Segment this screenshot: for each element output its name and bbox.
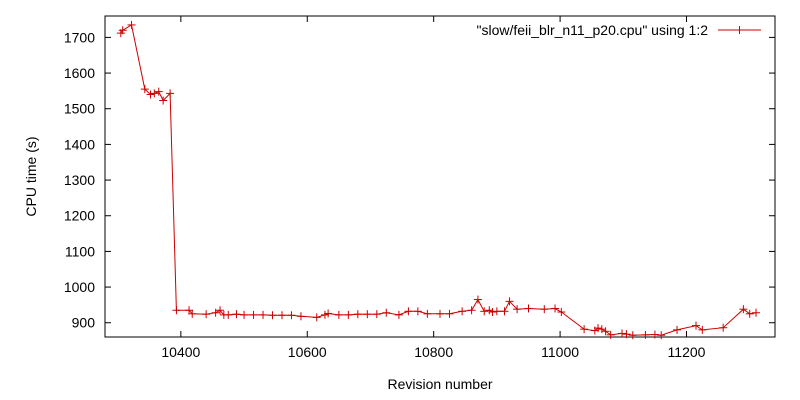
- data-point: [324, 309, 333, 318]
- x-tick-label: 11000: [541, 344, 579, 360]
- y-axis-label: CPU time (s): [23, 136, 39, 216]
- data-point: [413, 307, 422, 316]
- data-point: [166, 89, 175, 98]
- x-axis-label: Revision number: [387, 376, 492, 392]
- y-tick-label: 1200: [64, 208, 95, 224]
- data-point: [492, 307, 501, 316]
- data-point: [488, 308, 497, 317]
- data-point: [249, 310, 258, 319]
- plot-frame: [104, 15, 776, 338]
- legend: "slow/feii_blr_n11_p20.cpu" using 1:2: [477, 22, 761, 38]
- data-point: [445, 309, 454, 318]
- data-point: [259, 310, 268, 319]
- data-point: [480, 307, 489, 316]
- data-point: [188, 309, 197, 318]
- data-point: [334, 310, 343, 319]
- x-tick-label: 10400: [161, 344, 200, 360]
- data-point: [277, 311, 286, 320]
- data-point: [146, 90, 155, 99]
- data-point: [540, 305, 549, 314]
- data-point: [382, 308, 391, 317]
- y-tick-label: 900: [72, 315, 96, 331]
- y-tick-label: 1600: [64, 65, 95, 81]
- data-point: [394, 310, 403, 319]
- data-point: [601, 327, 610, 336]
- ticks: 900 1000 1100 1200 1300 1400 1500 1600 1700 10400…: [64, 16, 775, 360]
- y-tick-label: 1700: [64, 29, 95, 45]
- data-point: [628, 331, 637, 340]
- data-point: [287, 311, 296, 320]
- data-point: [216, 306, 225, 315]
- data-point: [505, 297, 514, 306]
- series-line: [120, 24, 757, 336]
- y-tick-label: 1000: [64, 279, 95, 295]
- x-tick-label: 11200: [668, 344, 706, 360]
- data-point: [268, 311, 277, 320]
- data-point: [150, 89, 159, 98]
- data-point: [618, 329, 627, 338]
- data-point: [513, 305, 522, 314]
- data-point: [118, 26, 127, 35]
- series: [116, 20, 761, 340]
- x-tick-label: 10800: [414, 344, 453, 360]
- data-point: [312, 313, 321, 322]
- plot-area: [104, 15, 776, 338]
- data-point: [524, 304, 533, 313]
- data-point: [240, 310, 249, 319]
- y-tick-label: 1100: [65, 243, 95, 259]
- data-point: [551, 304, 560, 313]
- data-point: [641, 330, 650, 339]
- legend-label: "slow/feii_blr_n11_p20.cpu" using 1:2: [477, 22, 709, 38]
- data-point: [557, 308, 566, 317]
- x-tick-label: 10600: [288, 344, 327, 360]
- data-point: [140, 85, 149, 94]
- data-point: [363, 310, 372, 319]
- legend-marker-plus: [735, 26, 744, 34]
- data-point: [404, 307, 413, 316]
- data-point: [657, 331, 666, 340]
- data-point: [606, 330, 615, 339]
- data-point: [719, 323, 728, 332]
- data-point: [296, 312, 305, 321]
- data-point: [580, 325, 589, 334]
- data-point: [594, 324, 603, 333]
- data-point: [224, 310, 233, 319]
- data-point: [467, 306, 476, 315]
- data-point: [673, 325, 682, 334]
- data-point: [597, 325, 606, 334]
- data-point: [622, 330, 631, 339]
- data-point: [159, 96, 168, 105]
- data-point: [211, 308, 220, 317]
- data-point: [154, 87, 163, 96]
- data-point: [372, 310, 381, 319]
- data-point: [650, 330, 659, 339]
- data-point: [698, 325, 707, 334]
- data-point: [745, 309, 754, 318]
- data-point: [752, 308, 761, 317]
- data-point: [423, 309, 432, 318]
- data-point: [344, 310, 353, 319]
- data-point: [458, 307, 467, 316]
- data-point: [436, 309, 444, 318]
- data-point: [172, 306, 181, 315]
- data-point: [127, 20, 136, 29]
- legend-marker: [735, 26, 744, 34]
- data-point: [473, 295, 482, 304]
- y-tick-label: 1400: [64, 136, 95, 152]
- y-tick-label: 1300: [64, 172, 95, 188]
- data-point: [232, 310, 241, 319]
- data-point: [500, 307, 509, 316]
- data-point: [202, 310, 211, 319]
- data-point: [739, 305, 748, 314]
- data-point: [691, 321, 700, 330]
- y-tick-label: 1500: [64, 101, 95, 117]
- data-point: [353, 310, 362, 319]
